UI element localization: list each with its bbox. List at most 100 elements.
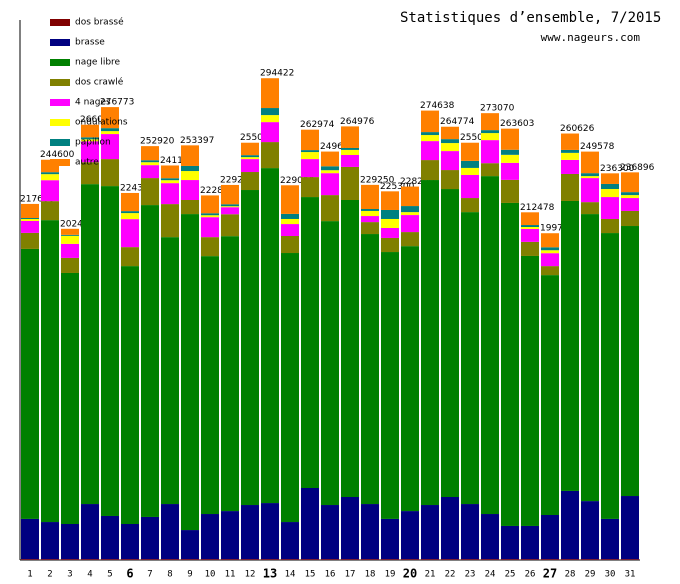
bar-segment <box>581 176 599 179</box>
bar-segment <box>501 559 519 560</box>
bar-segment <box>61 228 79 235</box>
x-tick-label: 28 <box>565 570 576 580</box>
total-label: 255000 <box>460 133 495 143</box>
bar-segment <box>181 180 199 200</box>
bar-segment <box>521 559 539 560</box>
total-label: 199700 <box>540 224 575 234</box>
bar-segment <box>481 140 499 164</box>
bar-segment <box>101 159 119 187</box>
bar-segment <box>501 162 519 180</box>
chart-title: Statistiques d’ensemble, 7/2015 <box>400 10 661 26</box>
bar-segment <box>81 139 99 142</box>
bar-segment <box>241 159 259 173</box>
bar-segment <box>381 227 399 238</box>
bar-segment <box>41 180 59 202</box>
bar-segment <box>141 162 159 166</box>
total-label: 228200 <box>400 177 435 187</box>
bar-segment <box>601 197 619 219</box>
bar-segment <box>241 172 259 191</box>
bar-segment <box>261 122 279 143</box>
x-tick-label: 27 <box>543 567 557 581</box>
bar-segment <box>121 266 139 524</box>
x-tick-label: 29 <box>585 570 596 580</box>
bar-segment <box>501 154 519 163</box>
bar-segment <box>61 234 79 236</box>
bar-segment <box>61 524 79 560</box>
bar-segment <box>21 559 39 560</box>
bar-segment <box>481 133 499 141</box>
bar-segment <box>421 180 439 506</box>
x-tick-label: 30 <box>605 570 616 580</box>
bar-segment <box>541 250 559 254</box>
total-label: 236896 <box>620 163 655 173</box>
bar-segment <box>561 173 579 201</box>
bar-segment <box>601 559 619 560</box>
bar-segment <box>261 142 279 169</box>
bar-segment <box>361 504 379 560</box>
bar-segment <box>141 559 159 560</box>
legend-label: nage libre <box>75 58 121 68</box>
total-label: 249578 <box>580 142 615 152</box>
bar-segment <box>181 200 199 215</box>
bar-segment <box>301 129 319 151</box>
bar-segment <box>341 559 359 560</box>
bar-segment <box>201 559 219 560</box>
bar-segment <box>21 232 39 249</box>
bar-segment <box>281 253 299 523</box>
bar-segment <box>321 221 339 506</box>
bar-segment <box>161 165 179 179</box>
x-tick-label: 14 <box>285 570 296 580</box>
bar-segment <box>141 516 159 560</box>
bar-segment <box>181 214 199 531</box>
bar-segment <box>581 214 599 502</box>
bar-segment <box>221 236 239 512</box>
bar-segment <box>41 220 59 523</box>
bar-segment <box>281 224 299 236</box>
bar-segment <box>401 212 419 216</box>
bar-segment <box>381 218 399 228</box>
bar-segment <box>541 266 559 276</box>
bar-segment <box>621 226 639 497</box>
x-tick-label: 8 <box>167 570 172 580</box>
total-label: 274638 <box>420 101 455 111</box>
bar-segment <box>101 131 119 135</box>
bar-segment <box>481 130 499 134</box>
bar-segment <box>321 166 339 171</box>
bar-segment <box>581 151 599 174</box>
bar-segment <box>561 200 579 491</box>
bar-segment <box>321 170 339 174</box>
total-label: 224300 <box>120 183 155 193</box>
legend-swatch <box>50 139 70 146</box>
legend-label: papillon <box>75 138 111 148</box>
bar-segment <box>221 184 239 205</box>
bar-segment <box>461 160 479 168</box>
bar-segment <box>261 115 279 123</box>
bar-segment <box>101 559 119 560</box>
total-label: 244600 <box>40 150 75 160</box>
bar-segment <box>221 204 239 207</box>
bar-segment <box>301 488 319 560</box>
bar-segment <box>201 195 219 214</box>
bar-segment <box>141 205 159 517</box>
x-tick-label: 25 <box>505 570 516 580</box>
bar-segment <box>461 212 479 505</box>
legend-swatch <box>50 39 70 46</box>
bar-segment <box>241 559 259 560</box>
bar-segment <box>541 559 559 560</box>
bar-segment <box>361 210 379 217</box>
bar-segment <box>281 213 299 219</box>
legend-swatch <box>50 59 70 66</box>
bar-segment <box>281 236 299 254</box>
x-tick-label: 7 <box>147 570 152 580</box>
x-tick-label: 26 <box>525 570 536 580</box>
bar-segment <box>381 518 399 560</box>
bar-segment <box>161 178 179 181</box>
bar-segment <box>301 159 319 178</box>
bar-segment <box>181 145 199 166</box>
bar-segment <box>141 178 159 206</box>
bar-segment <box>341 126 359 148</box>
bar-segment <box>341 200 359 497</box>
bar-segment <box>581 173 599 177</box>
bar-segment <box>541 253 559 267</box>
